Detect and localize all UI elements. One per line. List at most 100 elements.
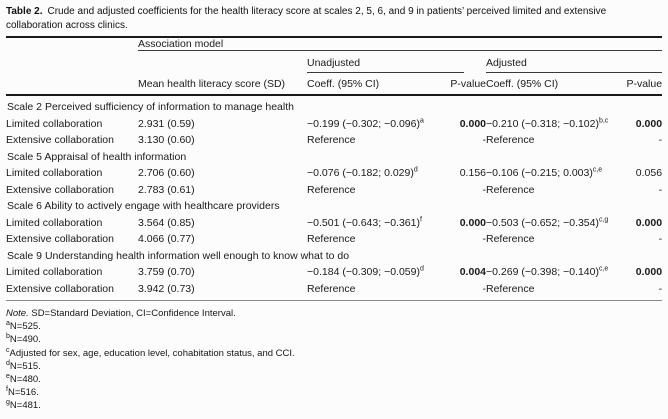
coeff-text: −0.199 (−0.302; −0.096) bbox=[307, 117, 420, 130]
col-header-unadjusted-pvalue: P-value bbox=[444, 73, 486, 96]
unadjusted-pvalue: 0.000 bbox=[459, 117, 486, 130]
footnote-text: N=515. bbox=[9, 360, 41, 372]
coeff-text: −0.269 (−0.398; −0.140) bbox=[486, 266, 599, 278]
footnote-marker: f bbox=[419, 216, 422, 223]
unadjusted-coeff-value: −0.076 (−0.182; 0.029)d bbox=[307, 165, 444, 182]
footnote-marker: a bbox=[419, 117, 424, 124]
unadjusted-coeff-value: Reference bbox=[307, 280, 444, 301]
section-label: Scale 2 Perceived sufficiency of informa… bbox=[7, 101, 294, 113]
table-row-scale6-extensive: Extensive collaboration 4.066 (0.77) Ref… bbox=[6, 231, 662, 248]
footnote-marker: a bbox=[6, 320, 10, 328]
unadjusted-coeff-value: Reference bbox=[307, 132, 444, 149]
unadjusted-coeff-value: −0.501 (−0.643; −0.361)f bbox=[307, 215, 444, 232]
unadjusted-pvalue: 0.000 bbox=[459, 216, 486, 229]
row-label: Limited collaboration bbox=[6, 266, 103, 278]
footnote-marker: e bbox=[6, 372, 10, 380]
footnote-text: N=480. bbox=[9, 374, 41, 386]
footnote-marker: f bbox=[6, 386, 8, 394]
table-caption-number: Table 2. bbox=[6, 6, 43, 17]
adjusted-coeff-value: −0.210 (−0.318; −0.102)b,c bbox=[486, 116, 618, 133]
footnote-text: N=516. bbox=[7, 387, 39, 399]
footnote-marker: c bbox=[6, 346, 10, 354]
footnote-d: dN=515. bbox=[6, 360, 662, 373]
table-header: Association model Unadjusted Adjusted Me… bbox=[6, 37, 663, 96]
coeff-text: −0.184 (−0.309; −0.059) bbox=[307, 266, 420, 278]
footnote-a: aN=525. bbox=[6, 320, 662, 333]
table-footnotes: Note. SD=Standard Deviation, CI=Confiden… bbox=[6, 307, 662, 413]
row-label: Extensive collaboration bbox=[6, 280, 138, 301]
coeff-text: −0.503 (−0.652; −0.354) bbox=[486, 216, 599, 229]
unadjusted-group-cell: Unadjusted bbox=[307, 51, 486, 73]
mean-sd-value: 3.759 (0.70) bbox=[138, 266, 195, 278]
footnote-marker: c,g bbox=[598, 216, 609, 223]
mean-sd-value: 4.066 (0.77) bbox=[138, 233, 195, 245]
adjusted-coeff-value: Reference bbox=[486, 280, 618, 301]
row-label: Limited collaboration bbox=[6, 167, 103, 179]
unadjusted-pvalue: - bbox=[482, 233, 487, 245]
table-row-scale9-limited: Limited collaboration 3.759 (0.70) −0.18… bbox=[6, 264, 662, 281]
mean-sd-value: 2.783 (0.61) bbox=[138, 183, 195, 196]
adjusted-pvalue: - bbox=[658, 134, 663, 146]
coeff-text: −0.501 (−0.643; −0.361) bbox=[307, 216, 420, 229]
coeff-text: Reference bbox=[486, 233, 535, 245]
unadjusted-pvalue: - bbox=[444, 280, 486, 301]
coeff-text: Reference bbox=[486, 134, 535, 146]
section-label: Scale 5 Appraisal of health information bbox=[7, 150, 187, 163]
section-header-scale-9: Scale 9 Understanding health information… bbox=[6, 248, 662, 265]
note-text: SD=Standard Deviation, CI=Confidence Int… bbox=[31, 308, 236, 319]
footnote-marker: d bbox=[6, 359, 10, 367]
adjusted-coeff-value: Reference bbox=[486, 132, 618, 149]
col-header-unadjusted-coeff: Coeff. (95% CI) bbox=[307, 73, 444, 96]
unadjusted-coeff-value: Reference bbox=[307, 231, 444, 248]
table-caption-text: Crude and adjusted coefficients for the … bbox=[6, 6, 607, 31]
footnote-text: Adjusted for sex, age, education level, … bbox=[9, 347, 295, 359]
col-header-adjusted-pvalue: P-value bbox=[618, 73, 663, 96]
adjusted-pvalue: 0.000 bbox=[635, 117, 663, 130]
mean-sd-value: 3.942 (0.73) bbox=[138, 280, 307, 301]
spacer-cell bbox=[6, 73, 138, 96]
adjusted-group-cell: Adjusted bbox=[486, 51, 663, 73]
adjusted-pvalue: - bbox=[658, 233, 663, 245]
col-header-mean-sd: Mean health literacy score (SD) bbox=[138, 73, 307, 96]
table-row-scale6-limited: Limited collaboration 3.564 (0.85) −0.50… bbox=[6, 215, 662, 232]
footnote-e: eN=480. bbox=[6, 373, 662, 386]
footnote-g: gN=481. bbox=[6, 399, 662, 412]
unadjusted-coeff-value: −0.199 (−0.302; −0.096)a bbox=[307, 116, 444, 133]
adjusted-pvalue: - bbox=[658, 183, 663, 196]
table-row-scale2-extensive: Extensive collaboration 3.130 (0.60) Ref… bbox=[6, 132, 662, 149]
footnote-b: bN=490. bbox=[6, 333, 662, 346]
footnote-marker: g bbox=[6, 399, 10, 407]
section-header-scale-5: Scale 5 Appraisal of health information bbox=[6, 149, 662, 166]
adjusted-coeff-value: Reference bbox=[486, 231, 618, 248]
adjusted-coeff-value: Reference bbox=[486, 182, 618, 199]
table-row-scale9-extensive: Extensive collaboration 3.942 (0.73) Ref… bbox=[6, 280, 663, 301]
column-header-row: Mean health literacy score (SD) Coeff. (… bbox=[6, 73, 663, 96]
association-model-row: Association model bbox=[6, 37, 663, 51]
footnote-marker: b bbox=[6, 333, 10, 341]
adjusted-pvalue: 0.000 bbox=[635, 266, 663, 278]
coeff-text: Reference bbox=[486, 282, 535, 295]
note-line: Note. SD=Standard Deviation, CI=Confiden… bbox=[6, 307, 662, 320]
table-row-scale5-extensive: Extensive collaboration 2.783 (0.61) Ref… bbox=[6, 182, 662, 199]
coeff-text: Reference bbox=[307, 282, 356, 295]
table-caption: Table 2. Crude and adjusted coefficients … bbox=[6, 5, 662, 32]
spacer-cell bbox=[6, 37, 138, 51]
section-header-scale-2: Scale 2 Perceived sufficiency of informa… bbox=[6, 95, 662, 116]
mean-sd-value: 2.931 (0.59) bbox=[138, 117, 195, 130]
coeff-text: Reference bbox=[307, 134, 356, 146]
footnote-text: N=490. bbox=[9, 334, 41, 346]
unadjusted-pvalue: 0.004 bbox=[459, 266, 486, 278]
table-body: Scale 2 Perceived sufficiency of informa… bbox=[6, 95, 663, 301]
coefficients-table: Association model Unadjusted Adjusted Me… bbox=[6, 36, 663, 301]
unadjusted-pvalue: 0.156 bbox=[459, 167, 486, 179]
coeff-text: −0.106 (−0.215; 0.003) bbox=[486, 167, 593, 179]
footnote-f: fN=516. bbox=[6, 386, 662, 399]
row-label: Limited collaboration bbox=[6, 216, 103, 229]
table-row-scale2-limited: Limited collaboration 2.931 (0.59) −0.19… bbox=[6, 116, 662, 133]
footnote-marker: c,e bbox=[592, 166, 603, 174]
model-group-row: Unadjusted Adjusted bbox=[6, 51, 663, 73]
footnote-marker: b,c bbox=[598, 117, 609, 124]
adjusted-coeff-value: −0.106 (−0.215; 0.003)c,e bbox=[486, 165, 618, 182]
coeff-text: −0.076 (−0.182; 0.029) bbox=[307, 167, 414, 179]
adjusted-pvalue: 0.000 bbox=[635, 216, 663, 229]
